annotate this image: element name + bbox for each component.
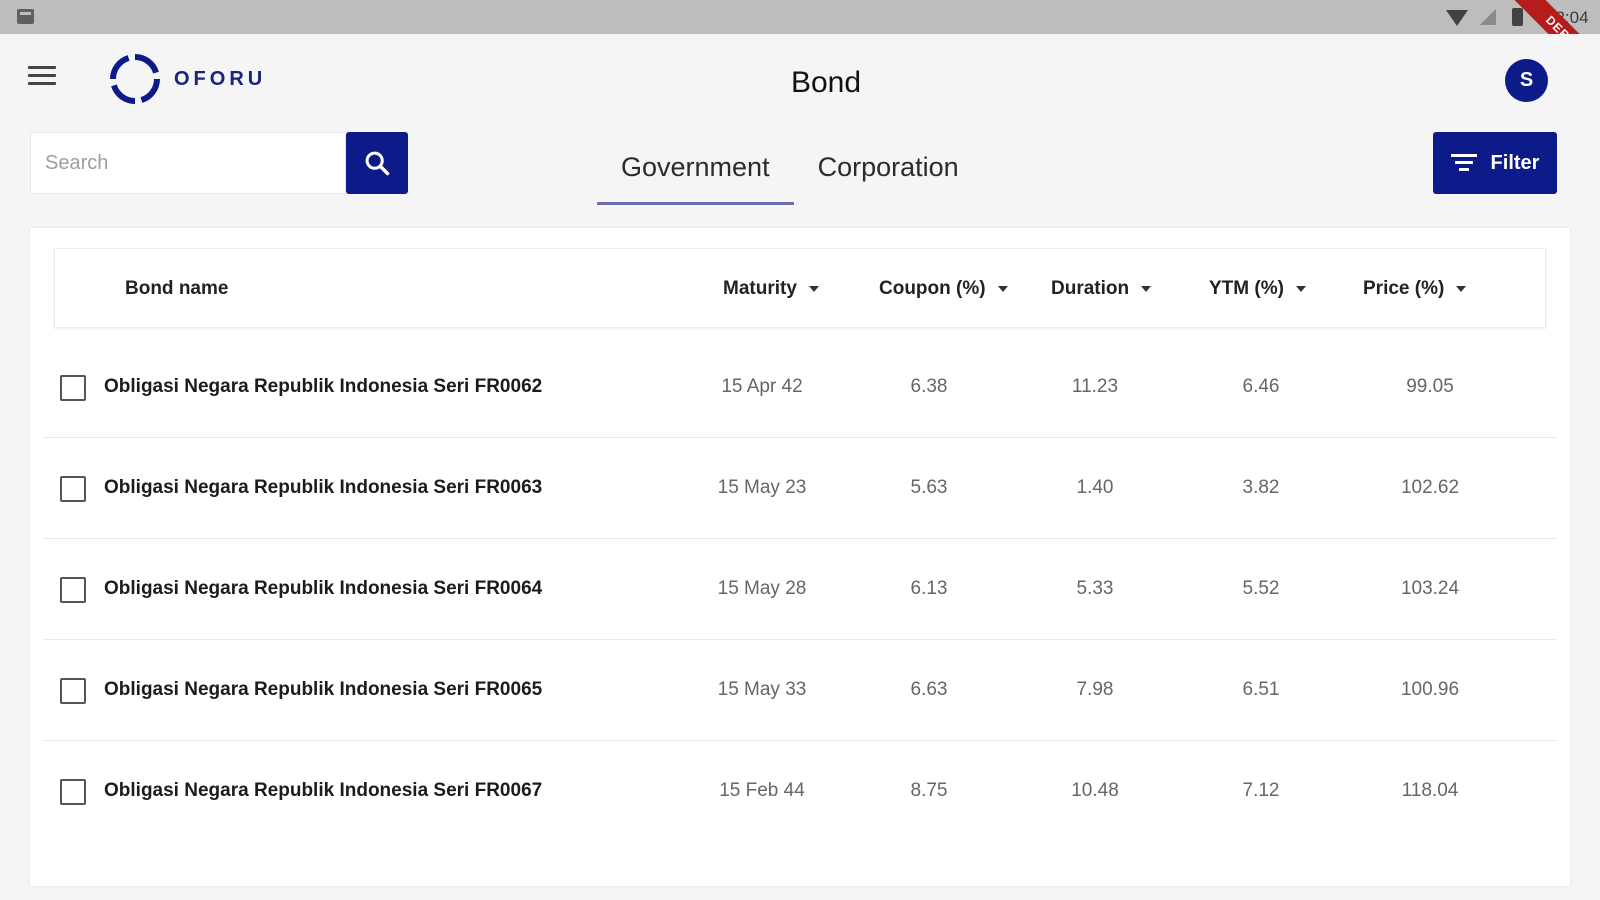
- row-checkbox[interactable]: [60, 375, 86, 401]
- column-header-ytm-label: YTM (%): [1209, 278, 1284, 299]
- duration-cell: 7.98: [1076, 679, 1114, 700]
- price-cell: 103.24: [1400, 578, 1460, 599]
- bond-name-cell: Obligasi Negara Republik Indonesia Seri …: [104, 477, 543, 498]
- column-header-ytm[interactable]: YTM (%): [1209, 249, 1306, 329]
- duration-cell: 11.23: [1071, 376, 1119, 397]
- price-cell: 118.04: [1401, 780, 1459, 801]
- bond-table-card: Bond name Maturity Coupon (%) Duration Y…: [30, 228, 1570, 886]
- bond-name-cell: Obligasi Negara Republik Indonesia Seri …: [104, 780, 543, 801]
- logo: OFORU: [108, 52, 266, 106]
- ytm-cell: 3.82: [1242, 477, 1280, 498]
- menu-icon[interactable]: [28, 66, 56, 88]
- notification-icon: [17, 9, 34, 24]
- tab-corporation[interactable]: Corporation: [817, 152, 959, 182]
- tab-government[interactable]: Government: [597, 146, 794, 205]
- sort-arrow-icon: [808, 285, 819, 292]
- tab-bar: Government Corporation: [597, 146, 983, 205]
- column-header-duration[interactable]: Duration: [1051, 249, 1152, 329]
- filter-label: Filter: [1490, 151, 1540, 174]
- maturity-cell: 15 May 33: [717, 679, 807, 700]
- avatar[interactable]: S: [1505, 59, 1548, 102]
- column-header-price-label: Price (%): [1363, 278, 1445, 299]
- price-cell: 102.62: [1400, 477, 1460, 498]
- column-header-bond-name: Bond name: [125, 278, 229, 299]
- search-box: [30, 132, 346, 194]
- column-header-maturity[interactable]: Maturity: [723, 249, 819, 329]
- ytm-cell: 5.52: [1242, 578, 1280, 599]
- filter-button[interactable]: Filter: [1433, 132, 1557, 194]
- column-header-coupon-label: Coupon (%): [879, 278, 986, 299]
- wifi-icon: [1446, 10, 1468, 26]
- price-cell: 100.96: [1400, 679, 1460, 700]
- maturity-cell: 15 May 28: [717, 578, 807, 599]
- table-row[interactable]: Obligasi Negara Republik Indonesia Seri …: [44, 438, 1556, 539]
- column-header-price[interactable]: Price (%): [1363, 249, 1467, 329]
- coupon-cell: 6.13: [910, 578, 948, 599]
- search-input[interactable]: [31, 133, 345, 193]
- bond-name-cell: Obligasi Negara Republik Indonesia Seri …: [104, 376, 543, 397]
- sort-arrow-icon: [1295, 285, 1306, 292]
- duration-cell: 5.33: [1076, 578, 1114, 599]
- bond-name-cell: Obligasi Negara Republik Indonesia Seri …: [104, 578, 543, 599]
- price-cell: 99.05: [1406, 376, 1454, 397]
- status-bar: 12:04 DEBUG: [0, 0, 1600, 34]
- duration-cell: 10.48: [1071, 780, 1119, 801]
- row-checkbox[interactable]: [60, 476, 86, 502]
- table-header: Bond name Maturity Coupon (%) Duration Y…: [54, 248, 1546, 328]
- coupon-cell: 8.75: [910, 780, 948, 801]
- logo-text: OFORU: [174, 67, 267, 90]
- logo-mark-icon: [110, 54, 160, 104]
- search-button[interactable]: [346, 132, 408, 194]
- table-row[interactable]: Obligasi Negara Republik Indonesia Seri …: [44, 337, 1556, 438]
- sort-arrow-icon: [1456, 285, 1467, 292]
- maturity-cell: 15 Apr 42: [721, 376, 803, 397]
- bond-name-cell: Obligasi Negara Republik Indonesia Seri …: [104, 679, 543, 700]
- page-title: Bond: [790, 66, 862, 99]
- column-header-maturity-label: Maturity: [723, 278, 797, 299]
- search-icon: [365, 151, 390, 176]
- ytm-cell: 7.12: [1242, 780, 1280, 801]
- filter-icon: [1450, 154, 1477, 172]
- coupon-cell: 5.63: [910, 477, 948, 498]
- row-checkbox[interactable]: [60, 779, 86, 805]
- maturity-cell: 15 Feb 44: [719, 780, 805, 801]
- column-header-coupon[interactable]: Coupon (%): [879, 249, 1008, 329]
- duration-cell: 1.40: [1076, 477, 1114, 498]
- sort-arrow-icon: [997, 285, 1008, 292]
- table-row[interactable]: Obligasi Negara Republik Indonesia Seri …: [44, 539, 1556, 640]
- maturity-cell: 15 May 23: [717, 477, 807, 498]
- table-row[interactable]: Obligasi Negara Republik Indonesia Seri …: [44, 640, 1556, 741]
- ytm-cell: 6.46: [1242, 376, 1280, 397]
- signal-icon: [1480, 9, 1496, 25]
- row-checkbox[interactable]: [60, 678, 86, 704]
- sort-arrow-icon: [1141, 285, 1152, 292]
- row-checkbox[interactable]: [60, 577, 86, 603]
- coupon-cell: 6.63: [910, 679, 948, 700]
- battery-icon: [1512, 8, 1523, 26]
- table-row[interactable]: Obligasi Negara Republik Indonesia Seri …: [44, 741, 1556, 841]
- column-header-duration-label: Duration: [1051, 278, 1130, 299]
- coupon-cell: 6.38: [910, 376, 948, 397]
- ytm-cell: 6.51: [1242, 679, 1280, 700]
